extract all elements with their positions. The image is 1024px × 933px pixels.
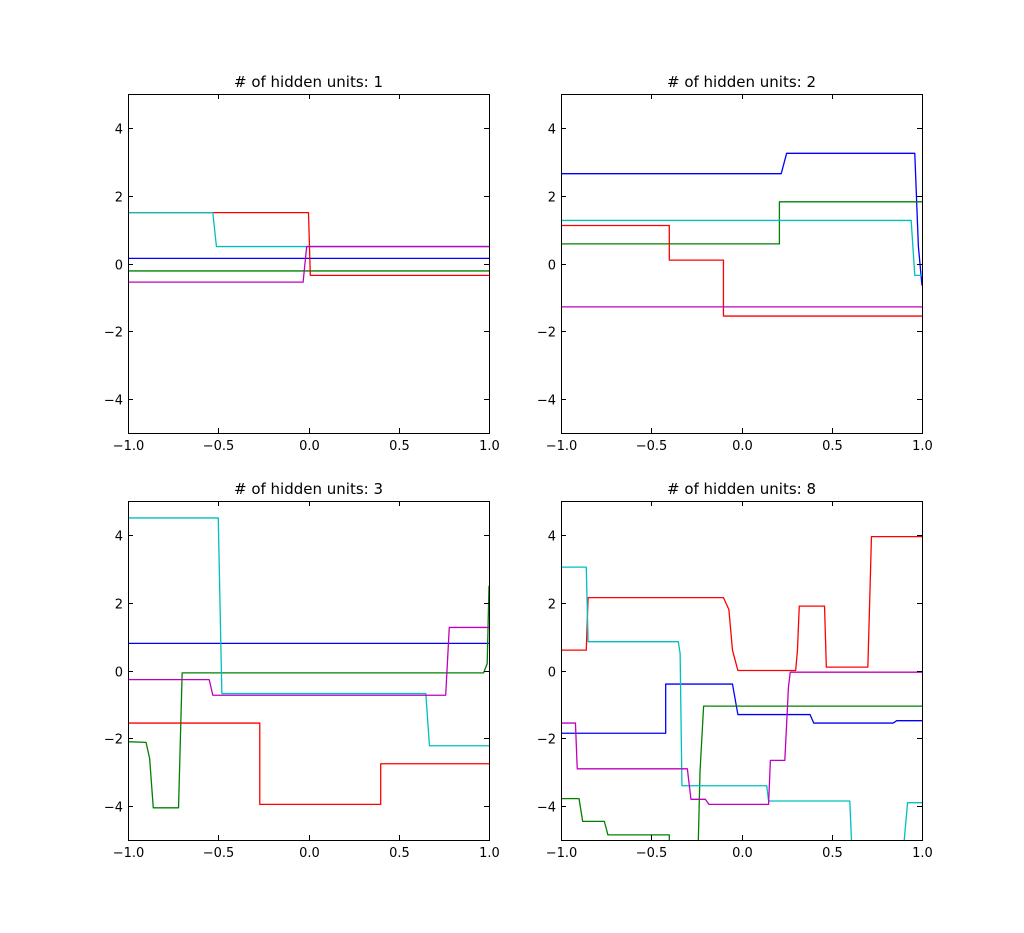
y-tick-label: −4 — [537, 801, 556, 816]
x-tick-label: −1.0 — [546, 846, 578, 861]
series-line-3 — [561, 535, 922, 672]
x-tick-label: −1.0 — [546, 439, 578, 454]
x-tick-label: 0.5 — [822, 846, 843, 861]
x-tick-label: −0.5 — [203, 846, 235, 861]
x-tick-label: 1.0 — [479, 439, 500, 454]
x-tick-label: 0.5 — [822, 439, 843, 454]
x-tick-label: 0.5 — [389, 846, 410, 861]
subplot-title: # of hidden units: 1 — [234, 73, 383, 91]
series-group — [561, 535, 922, 840]
x-tick-label: 0.0 — [732, 846, 753, 861]
x-tick-label: −0.5 — [203, 439, 235, 454]
x-tick-label: 1.0 — [479, 846, 500, 861]
y-tick-label: 0 — [115, 259, 123, 274]
y-tick-label: −2 — [104, 326, 123, 341]
series-line-2 — [561, 705, 922, 840]
series-line-3 — [561, 224, 922, 317]
subplot-3: # of hidden units: 3 −1.0 −0.5 0.0 0.5 1.0 −4… — [104, 480, 500, 861]
subplot-title: # of hidden units: 8 — [667, 480, 816, 498]
series-line-2 — [128, 585, 489, 809]
y-tick-label: 4 — [548, 530, 556, 545]
series-line-5 — [128, 626, 489, 696]
subplot-title: # of hidden units: 2 — [667, 73, 816, 91]
y-tick-label: 2 — [115, 191, 123, 206]
series-line-4 — [561, 219, 922, 277]
x-tick-label: −1.0 — [113, 846, 145, 861]
y-tick-label: −4 — [104, 394, 123, 409]
series-line-5 — [128, 245, 489, 283]
x-tick-label: −1.0 — [113, 439, 145, 454]
y-tick-label: 0 — [115, 666, 123, 681]
subplot-1: # of hidden units: 1 −1.0 −0.5 0.0 0.5 1.0 −4… — [104, 73, 500, 454]
y-tick-label: 4 — [115, 123, 123, 138]
x-tick-label: 0.0 — [299, 439, 320, 454]
x-tick-label: 0.0 — [299, 846, 320, 861]
series-line-4 — [561, 566, 922, 840]
y-tick-label: −4 — [537, 394, 556, 409]
axes-frame — [128, 501, 490, 841]
y-tick-label: −2 — [537, 326, 556, 341]
x-tick-label: 0.5 — [389, 439, 410, 454]
x-tick-label: 1.0 — [912, 439, 933, 454]
y-tick-label: 4 — [115, 530, 123, 545]
y-tick-label: 2 — [548, 598, 556, 613]
series-line-1 — [561, 683, 922, 734]
y-tick-label: 2 — [115, 598, 123, 613]
series-group — [128, 517, 489, 809]
axes-frame — [128, 94, 490, 434]
x-tick-label: 0.0 — [732, 439, 753, 454]
series-line-5 — [561, 671, 922, 806]
axes-frame — [561, 94, 923, 434]
subplot-title: # of hidden units: 3 — [234, 480, 383, 498]
subplot-4: # of hidden units: 8 −1.0 −0.5 0.0 0.5 1.0 −4… — [537, 480, 933, 861]
y-tick-label: −4 — [104, 801, 123, 816]
y-tick-label: 4 — [548, 123, 556, 138]
y-tick-label: −2 — [104, 733, 123, 748]
y-tick-label: 2 — [548, 191, 556, 206]
x-tick-label: −0.5 — [636, 439, 668, 454]
subplot-2: # of hidden units: 2 −1.0 −0.5 0.0 0.5 1.0 −4… — [537, 73, 933, 454]
series-line-3 — [128, 722, 489, 806]
y-tick-label: −2 — [537, 733, 556, 748]
series-group — [128, 211, 489, 283]
series-line-3 — [128, 211, 489, 277]
series-line-1 — [561, 152, 922, 286]
y-tick-label: 0 — [548, 666, 556, 681]
y-tick-label: 0 — [548, 259, 556, 274]
series-group — [561, 152, 922, 317]
x-tick-label: −0.5 — [636, 846, 668, 861]
x-tick-label: 1.0 — [912, 846, 933, 861]
series-line-2 — [561, 201, 922, 245]
series-line-4 — [128, 517, 489, 747]
